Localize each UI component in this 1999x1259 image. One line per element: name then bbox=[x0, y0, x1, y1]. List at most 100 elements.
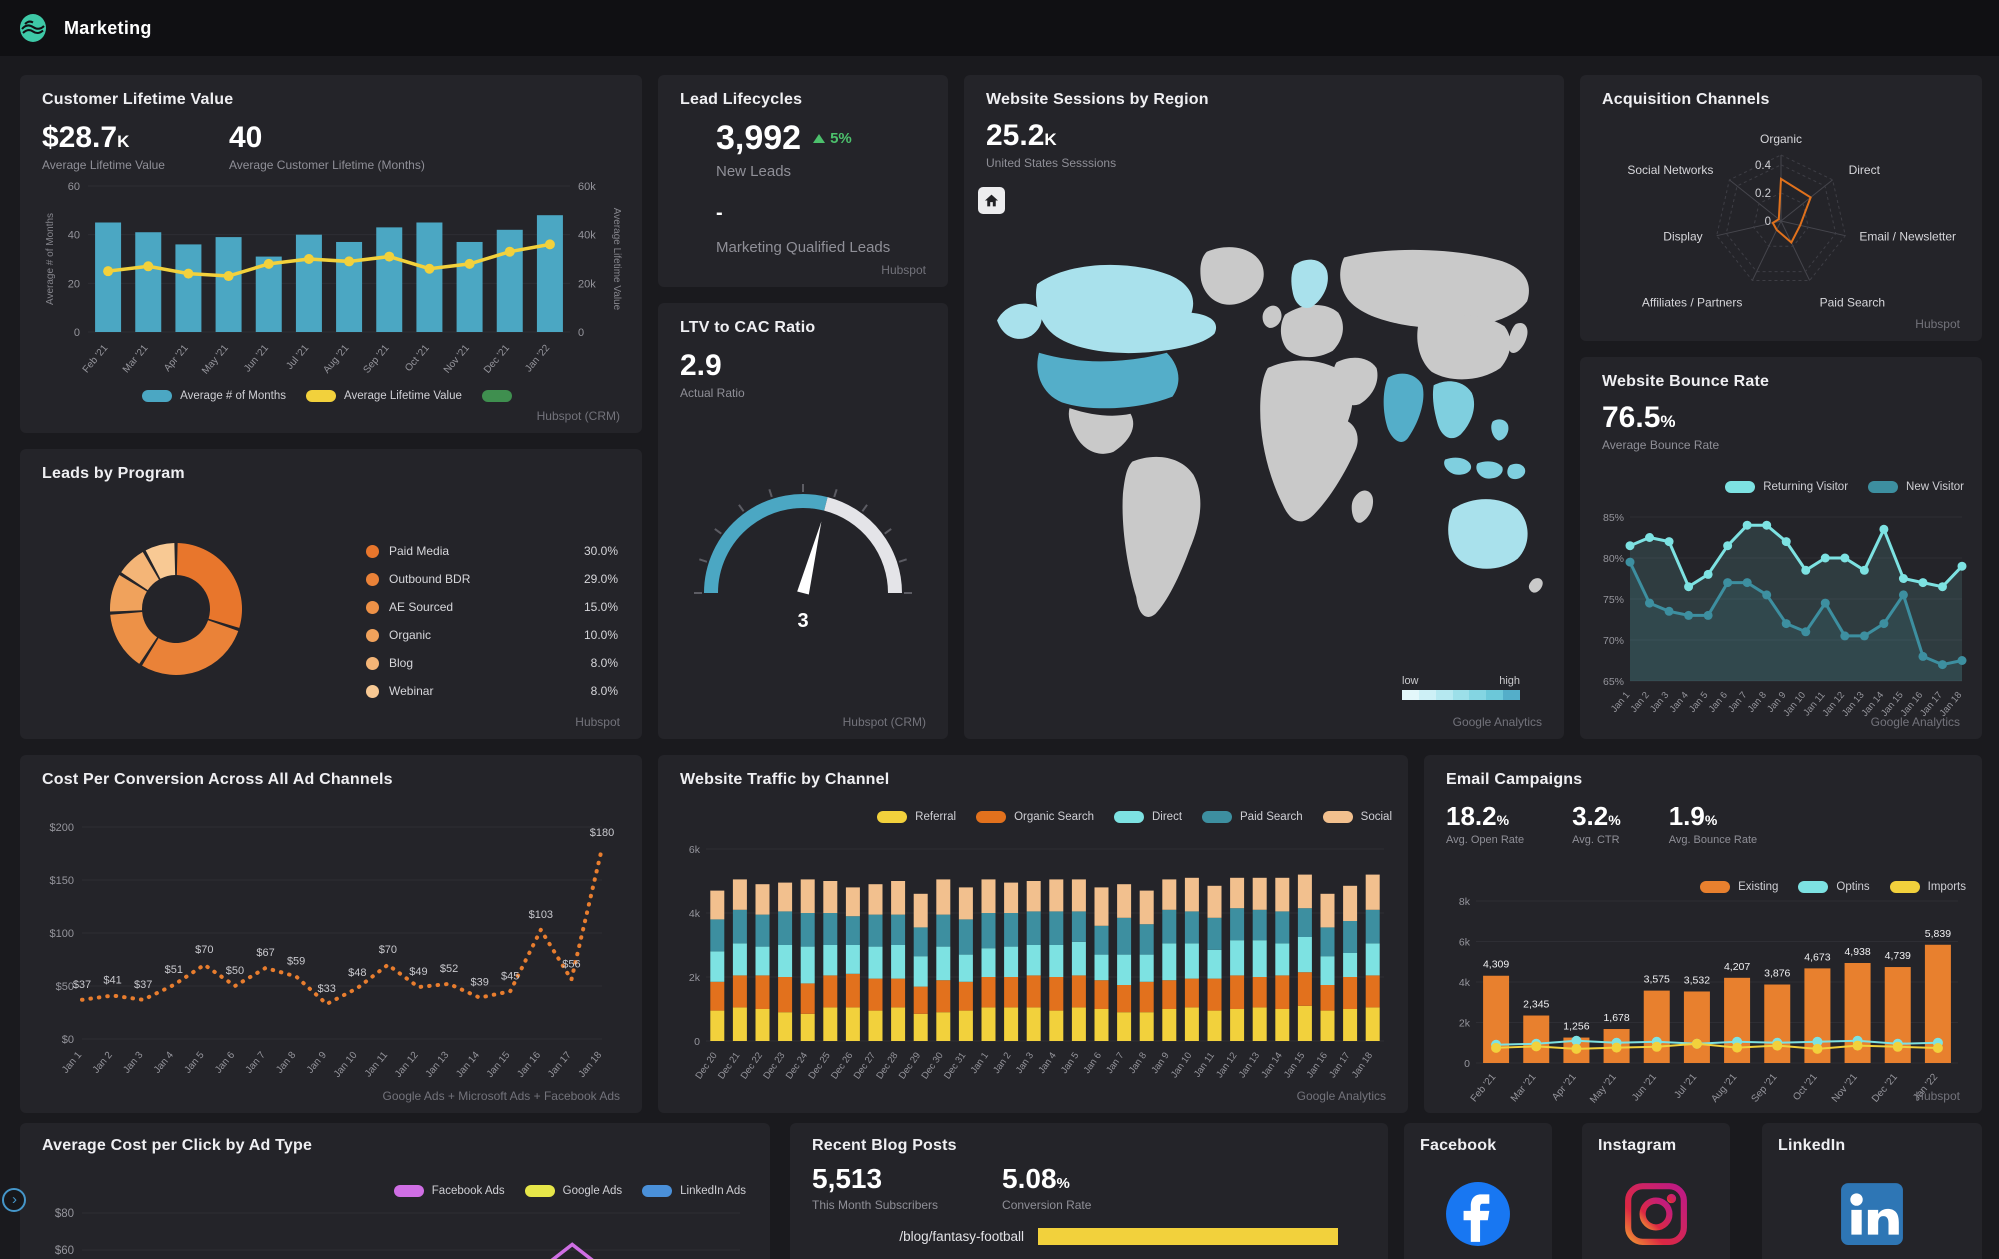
delta-badge: 5% bbox=[813, 130, 852, 147]
svg-text:Dec 31: Dec 31 bbox=[942, 1050, 968, 1081]
source-label: Hubspot (CRM) bbox=[536, 409, 620, 423]
email-chart-container: 0 2k 4k 6k 8k 4,309 2,345 1,256 1,678 3,575 3,532 4… bbox=[1440, 883, 1964, 1123]
svg-text:Jan 5: Jan 5 bbox=[182, 1050, 206, 1076]
map-home-button[interactable] bbox=[978, 187, 1005, 214]
region-iceland[interactable] bbox=[1239, 276, 1261, 294]
region-japan[interactable] bbox=[1508, 322, 1528, 354]
svg-text:Jan 10: Jan 10 bbox=[332, 1050, 360, 1080]
legend-item[interactable]: Google Ads bbox=[524, 1185, 622, 1197]
svg-text:Jan 2: Jan 2 bbox=[91, 1050, 115, 1076]
legend-label: Outbound BDR bbox=[389, 572, 471, 586]
region-australia[interactable] bbox=[1448, 499, 1528, 569]
blog-post-link[interactable]: /blog/fantasy-football bbox=[899, 1229, 1024, 1244]
region-africa[interactable] bbox=[1260, 360, 1358, 522]
region-philippines[interactable] bbox=[1491, 419, 1509, 441]
ltv-gauge-chart: 3 bbox=[694, 484, 912, 632]
legend-item[interactable]: New Visitor bbox=[1868, 481, 1964, 493]
region-papua[interactable] bbox=[1507, 463, 1526, 480]
svg-text:Nov '21: Nov '21 bbox=[1830, 1072, 1860, 1105]
legend-label: Returning Visitor bbox=[1763, 481, 1849, 493]
svg-text:Jan 17: Jan 17 bbox=[1327, 1050, 1352, 1080]
svg-text:Dec 28: Dec 28 bbox=[874, 1050, 900, 1081]
legend-item[interactable]: Webinar 8.0% bbox=[366, 677, 618, 705]
legend-value: 30.0% bbox=[583, 544, 618, 558]
legend-item[interactable]: Outbound BDR 29.0% bbox=[366, 565, 618, 593]
region-russia[interactable] bbox=[1340, 249, 1529, 329]
svg-text:Jan 8: Jan 8 bbox=[1746, 690, 1769, 715]
legend-item[interactable]: Referral bbox=[877, 811, 956, 823]
metric-actual-ratio: 2.9 Actual Ratio bbox=[680, 349, 745, 401]
card-leads-by-program: Leads by Program Paid Media 30.0% Outbound… bbox=[20, 449, 642, 739]
blog-post-row[interactable]: /blog/fantasy-football bbox=[812, 1228, 1366, 1245]
legend-item[interactable]: Existing bbox=[1700, 881, 1778, 893]
svg-text:0: 0 bbox=[1765, 216, 1771, 228]
legend-item[interactable]: Organic Search bbox=[976, 811, 1094, 823]
region-indonesia[interactable] bbox=[1444, 457, 1472, 475]
region-alaska[interactable] bbox=[997, 303, 1042, 339]
region-new-zealand[interactable] bbox=[1528, 578, 1543, 593]
legend-item[interactable]: Paid Search bbox=[1202, 811, 1303, 823]
region-canada[interactable] bbox=[1035, 264, 1217, 354]
svg-text:Aug '21: Aug '21 bbox=[321, 343, 351, 376]
svg-text:Jan 4: Jan 4 bbox=[152, 1050, 176, 1076]
legend-item[interactable]: Imports bbox=[1889, 881, 1966, 893]
svg-text:Jan 13: Jan 13 bbox=[424, 1050, 452, 1080]
legend-label: Paid Search bbox=[1240, 811, 1303, 823]
legend-label: Optins bbox=[1836, 881, 1870, 893]
region-india[interactable] bbox=[1383, 373, 1424, 442]
legend-swatch bbox=[1202, 811, 1233, 823]
legend-label: New Visitor bbox=[1906, 481, 1964, 493]
legend-item[interactable]: Average Lifetime Value bbox=[306, 390, 462, 402]
legend-item[interactable]: Paid Media 30.0% bbox=[366, 537, 618, 565]
legend-item[interactable]: Blog 8.0% bbox=[366, 649, 618, 677]
svg-text:Jan 1: Jan 1 bbox=[60, 1050, 84, 1076]
card-customer-lifetime-value: Customer Lifetime Value $28.7K Average L… bbox=[20, 75, 642, 433]
instagram-icon bbox=[1623, 1181, 1689, 1247]
region-indonesia-east[interactable] bbox=[1476, 461, 1503, 479]
legend-value: 8.0% bbox=[590, 656, 618, 670]
region-southeast-asia[interactable] bbox=[1432, 381, 1475, 439]
svg-text:Jul '21: Jul '21 bbox=[284, 343, 311, 372]
svg-text:$200: $200 bbox=[50, 822, 74, 834]
region-madagascar[interactable] bbox=[1351, 490, 1374, 523]
svg-text:3: 3 bbox=[797, 610, 808, 632]
sidebar-expand-button[interactable]: › bbox=[2, 1188, 26, 1212]
region-south-america[interactable] bbox=[1122, 456, 1201, 617]
card-title: Recent Blog Posts bbox=[812, 1137, 957, 1154]
legend-item[interactable]: Facebook Ads bbox=[393, 1185, 505, 1197]
region-mexico[interactable] bbox=[1068, 408, 1134, 454]
region-china[interactable] bbox=[1417, 315, 1511, 380]
svg-text:40: 40 bbox=[68, 230, 80, 242]
legend-item[interactable]: Optins bbox=[1798, 881, 1870, 893]
svg-text:40k: 40k bbox=[578, 230, 596, 242]
svg-text:3,876: 3,876 bbox=[1764, 968, 1790, 980]
legend-swatch bbox=[1798, 881, 1829, 893]
svg-text:Dec 21: Dec 21 bbox=[716, 1050, 742, 1081]
svg-text:Oct '21: Oct '21 bbox=[1791, 1072, 1820, 1103]
legend-item[interactable]: Average # of Months bbox=[142, 390, 286, 402]
legend-label: Average # of Months bbox=[180, 390, 287, 402]
metric-avg-open-rate: 18.2% Avg. Open Rate bbox=[1446, 801, 1525, 846]
legend-item[interactable]: Direct bbox=[1113, 811, 1182, 823]
svg-text:75%: 75% bbox=[1603, 594, 1624, 606]
legend-label: Organic Search bbox=[1014, 811, 1094, 823]
metric-average-customer-lifetime: 40 Average Customer Lifetime (Months) bbox=[228, 121, 425, 173]
svg-text:4k: 4k bbox=[1459, 977, 1471, 989]
legend-item[interactable]: Organic 10.0% bbox=[366, 621, 618, 649]
legend-item[interactable]: Social bbox=[1322, 811, 1392, 823]
svg-text:Jan 17: Jan 17 bbox=[546, 1050, 574, 1080]
region-scandinavia[interactable] bbox=[1291, 259, 1328, 309]
legend-item[interactable]: AE Sourced 15.0% bbox=[366, 593, 618, 621]
legend-item[interactable] bbox=[481, 390, 520, 402]
region-europe[interactable] bbox=[1280, 305, 1343, 358]
svg-text:Feb '21: Feb '21 bbox=[81, 343, 111, 376]
region-greenland[interactable] bbox=[1200, 247, 1264, 305]
region-united-states[interactable] bbox=[1037, 352, 1179, 409]
region-uk[interactable] bbox=[1262, 305, 1282, 328]
legend-item[interactable]: Returning Visitor bbox=[1725, 481, 1848, 493]
card-title: Average Cost per Click by Ad Type bbox=[42, 1137, 313, 1154]
svg-text:0: 0 bbox=[74, 327, 80, 339]
metric-avg-bounce-rate: 1.9% Avg. Bounce Rate bbox=[1668, 801, 1758, 846]
legend-item[interactable]: LinkedIn Ads bbox=[642, 1185, 746, 1197]
